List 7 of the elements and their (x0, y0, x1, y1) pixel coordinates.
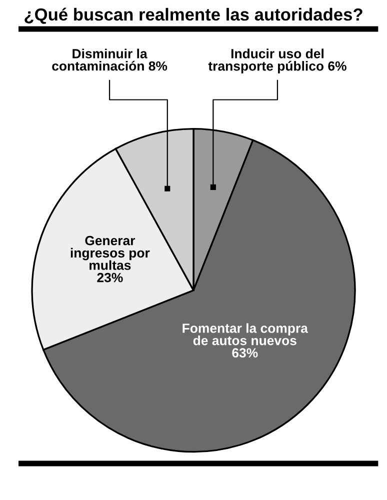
slice-label: Generar ingresos por multas (70, 236, 150, 270)
slice-label: Fomentar la compra de autos nuevos (182, 323, 308, 346)
data-label: 63% (232, 348, 258, 358)
slice-label: Inducir uso del transporte público 6% (208, 48, 346, 74)
slice-label: Disminuir la contaminación 8% (52, 48, 168, 71)
chart-title: ¿Qué buscan realmente las autoridades? (24, 8, 362, 24)
data-label: 23% (97, 272, 123, 282)
